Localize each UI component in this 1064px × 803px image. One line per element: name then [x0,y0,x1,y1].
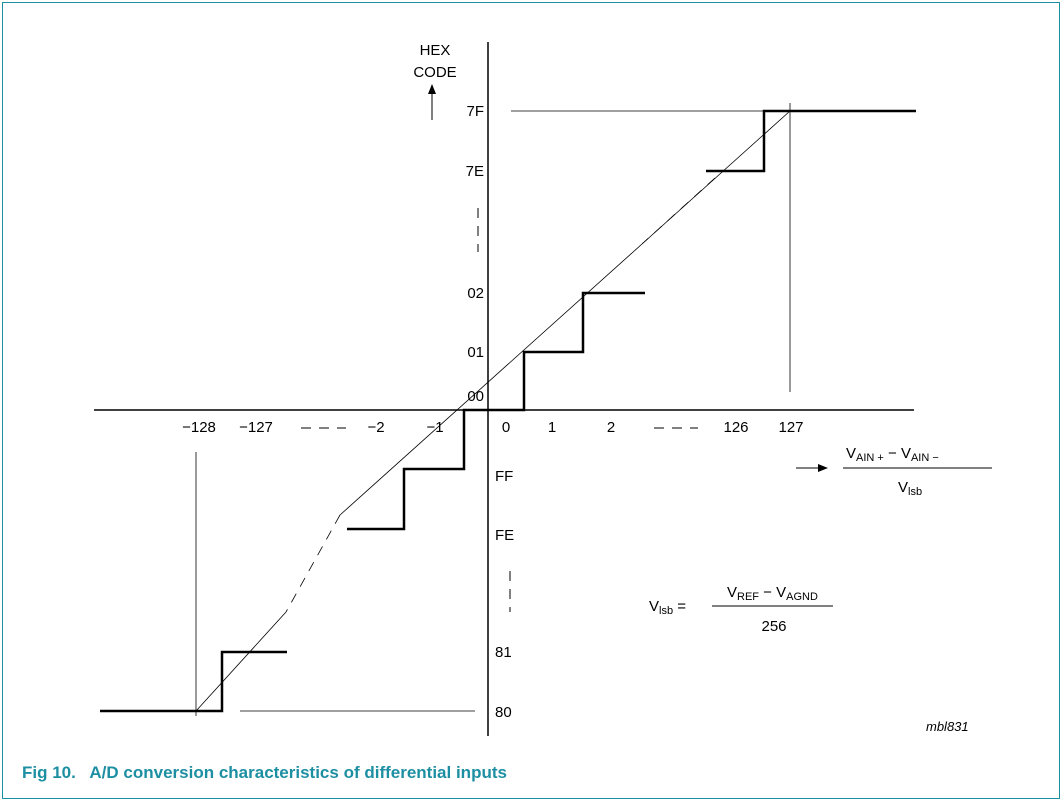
figure-title: A/D conversion characteristics of differ… [89,763,507,782]
staircase-center [347,291,645,531]
lsb-formula-lhs: Vlsb = [649,598,686,617]
x-label-127: 127 [778,419,803,436]
x-label-neg127: −127 [239,419,273,436]
y-label-7f: 7F [466,103,484,120]
lsb-formula-numerator: VREF − VAGND [727,584,818,603]
staircase-lower [100,650,287,713]
y-axis-title-line2: CODE [413,64,456,81]
x-label-neg2: −2 [367,419,384,436]
y-label-01: 01 [467,344,484,361]
y-label-81: 81 [495,644,512,661]
y-label-ff: FF [495,468,513,485]
figure-caption: Fig 10. A/D conversion characteristics o… [22,763,507,783]
x-label-0: 0 [502,419,510,436]
y-axis-arrow-head [428,84,436,94]
x-axis-arrow-head [818,464,828,472]
x-axis-formula-numerator: VAIN + − VAIN − [846,445,939,464]
x-label-neg1: −1 [426,419,443,436]
figure-number: Fig 10. [22,763,76,782]
x-label-1: 1 [548,419,556,436]
ideal-line-lower [195,611,287,712]
staircase-upper [706,109,916,173]
y-label-fe: FE [495,527,514,544]
ideal-line-center [339,243,643,516]
figure-code: mbl831 [926,719,969,734]
ideal-line-lower-dashed [285,514,341,613]
y-label-00: 00 [467,388,484,405]
y-label-7e: 7E [466,163,484,180]
y-label-02: 02 [467,285,484,302]
x-label-neg128: −128 [182,419,216,436]
ideal-line-upper [641,110,791,245]
x-axis-formula-denominator: Vlsb [898,479,922,498]
y-label-80: 80 [495,704,512,721]
x-label-126: 126 [723,419,748,436]
x-label-2: 2 [607,419,615,436]
y-axis-title-line1: HEX [420,42,451,59]
lsb-formula-denominator: 256 [761,618,786,635]
